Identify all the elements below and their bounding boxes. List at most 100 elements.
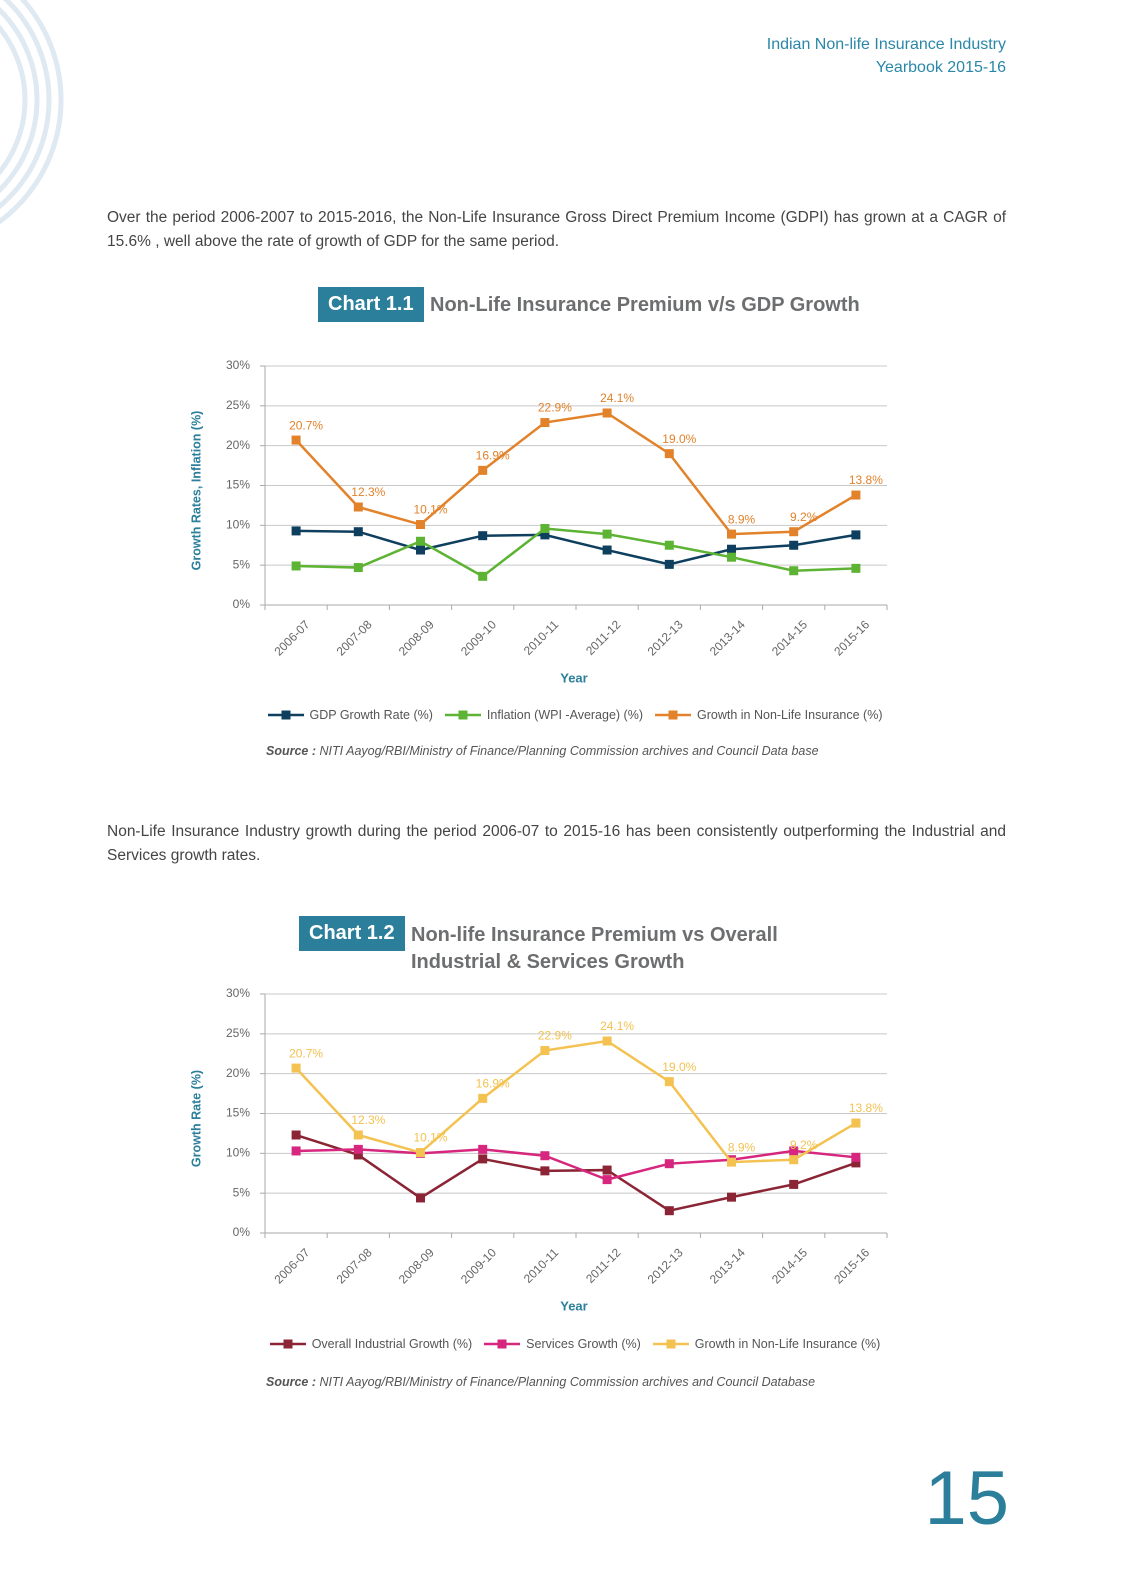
y-tick-label: 10% xyxy=(226,1146,250,1160)
legend-label: Growth in Non-Life Insurance (%) xyxy=(694,1337,881,1351)
legend: GDP Growth Rate (%) Inflation (WPI -Avera… xyxy=(240,708,910,722)
legend-item: Services Growth (%) xyxy=(484,1337,641,1351)
x-tick-label: 2009-10 xyxy=(458,1245,499,1286)
data-point xyxy=(851,490,861,500)
y-tick-label: 0% xyxy=(233,597,251,611)
data-point xyxy=(789,1155,799,1165)
data-label: 10.1% xyxy=(413,1131,447,1145)
data-point xyxy=(540,1166,550,1176)
y-tick-label: 30% xyxy=(226,358,250,372)
legend-swatch xyxy=(267,710,304,720)
data-label: 16.9% xyxy=(476,1077,510,1091)
legend-item: GDP Growth Rate (%) xyxy=(267,708,433,722)
data-point xyxy=(602,408,612,418)
header-line: Indian Non-life Insurance Industry xyxy=(766,36,1006,53)
x-tick-label: 2007-08 xyxy=(334,617,375,658)
y-axis-title: Growth Rates, Inflation (%) xyxy=(189,411,203,571)
data-point xyxy=(416,1193,425,1203)
y-tick-label: 0% xyxy=(233,1225,251,1239)
series-line xyxy=(296,529,857,566)
x-axis-title: Year xyxy=(560,670,587,685)
x-tick-label: 2008-09 xyxy=(396,617,437,658)
data-point xyxy=(478,465,488,475)
data-point xyxy=(416,545,425,555)
legend-item: Inflation (WPI -Average) (%) xyxy=(444,708,643,722)
x-tick-label: 2011-12 xyxy=(583,1245,624,1286)
series-line xyxy=(295,1039,857,1164)
data-point xyxy=(851,1152,861,1162)
data-label: 8.9% xyxy=(728,1140,756,1154)
data-point xyxy=(291,435,301,445)
source: Source : NITI Aayog/RBI/Ministry of Fina… xyxy=(266,744,819,758)
x-tick-label: 2011-12 xyxy=(583,617,624,658)
data-point xyxy=(416,536,425,546)
legend-marker xyxy=(666,1339,676,1349)
x-tick-label: 2013-14 xyxy=(707,1245,748,1286)
header-line: Yearbook 2015-16 xyxy=(875,59,1006,76)
data-point xyxy=(727,544,736,554)
data-point xyxy=(602,1165,612,1175)
legend-swatch xyxy=(655,710,691,720)
x-tick-label: 2006-07 xyxy=(271,1245,312,1286)
legend-swatch xyxy=(484,1339,521,1349)
series-line xyxy=(296,1148,857,1181)
source-label: Source : xyxy=(266,744,317,758)
data-point xyxy=(602,529,612,539)
legend-item: Growth in Non-Life Insurance (%) xyxy=(652,1337,881,1351)
legend-item: Growth in Non-Life Insurance (%) xyxy=(655,708,883,722)
data-point xyxy=(727,552,736,562)
data-point xyxy=(789,566,799,576)
data-label: 9.2% xyxy=(790,1138,818,1152)
data-point xyxy=(478,1144,488,1154)
series-line xyxy=(296,527,856,578)
data-label: 12.3% xyxy=(351,485,385,499)
legend-label: Inflation (WPI -Average) (%) xyxy=(486,708,643,722)
data-point xyxy=(540,1151,550,1161)
data-point xyxy=(416,1148,425,1158)
data-point xyxy=(540,530,550,540)
paragraph: Non-Life Insurance Industry growth durin… xyxy=(107,823,1006,864)
data-point xyxy=(540,524,550,534)
data-point xyxy=(789,540,799,550)
data-label: 12.3% xyxy=(351,1113,385,1127)
legend-item: Overall Industrial Growth (%) xyxy=(269,1337,473,1351)
data-point xyxy=(291,1146,301,1156)
legend-swatch xyxy=(652,1339,689,1349)
data-point xyxy=(602,545,612,555)
legend-label: Overall Industrial Growth (%) xyxy=(311,1337,473,1351)
chart-title: Non-Life Insurance Premium v/s GDP Growt… xyxy=(430,294,860,316)
legend-label: Growth in Non-Life Insurance (%) xyxy=(697,708,883,722)
legend-label: Services Growth (%) xyxy=(526,1337,641,1351)
x-tick-label: 2010-11 xyxy=(521,1245,562,1286)
x-tick-label: 2012-13 xyxy=(645,1245,686,1286)
data-point xyxy=(664,1159,674,1169)
legend-marker xyxy=(283,1339,293,1349)
x-tick-label: 2006-07 xyxy=(271,617,312,658)
y-tick-label: 25% xyxy=(226,1026,250,1040)
data-point xyxy=(416,520,425,530)
data-point xyxy=(789,1179,799,1189)
x-tick-label: 2015-16 xyxy=(831,1245,872,1286)
source-text: NITI Aayog/RBI/Ministry of Finance/Plann… xyxy=(319,1375,816,1389)
data-point xyxy=(664,1206,674,1216)
chart-number: Chart 1.2 xyxy=(299,916,405,951)
legend-swatch xyxy=(444,710,481,720)
paragraph: Over the period 2006-2007 to 2015-2016, … xyxy=(107,209,1006,250)
data-label: 13.8% xyxy=(849,473,883,487)
source-label: Source : xyxy=(266,1375,317,1389)
y-tick-label: 15% xyxy=(226,478,250,492)
data-point xyxy=(540,418,550,428)
data-label: 22.9% xyxy=(538,1029,572,1043)
data-label: 9.2% xyxy=(790,510,818,524)
y-tick-label: 10% xyxy=(226,518,250,532)
y-tick-label: 15% xyxy=(226,1106,250,1120)
legend: Overall Industrial Growth (%) Services Gr… xyxy=(240,1337,910,1351)
chart: 0% 5% 10% 15% 20% 25% 30% 2006-07 2007-08 2008-09… xyxy=(189,986,888,1313)
data-point xyxy=(727,529,736,539)
chart-title: Non-life Insurance Premium vs Overall In… xyxy=(411,924,778,973)
data-point xyxy=(851,1118,861,1128)
x-tick-label: 2014-15 xyxy=(769,1245,810,1286)
legend-label: GDP Growth Rate (%) xyxy=(309,708,433,722)
data-label: 16.9% xyxy=(476,449,510,463)
data-label: 22.9% xyxy=(538,401,572,415)
